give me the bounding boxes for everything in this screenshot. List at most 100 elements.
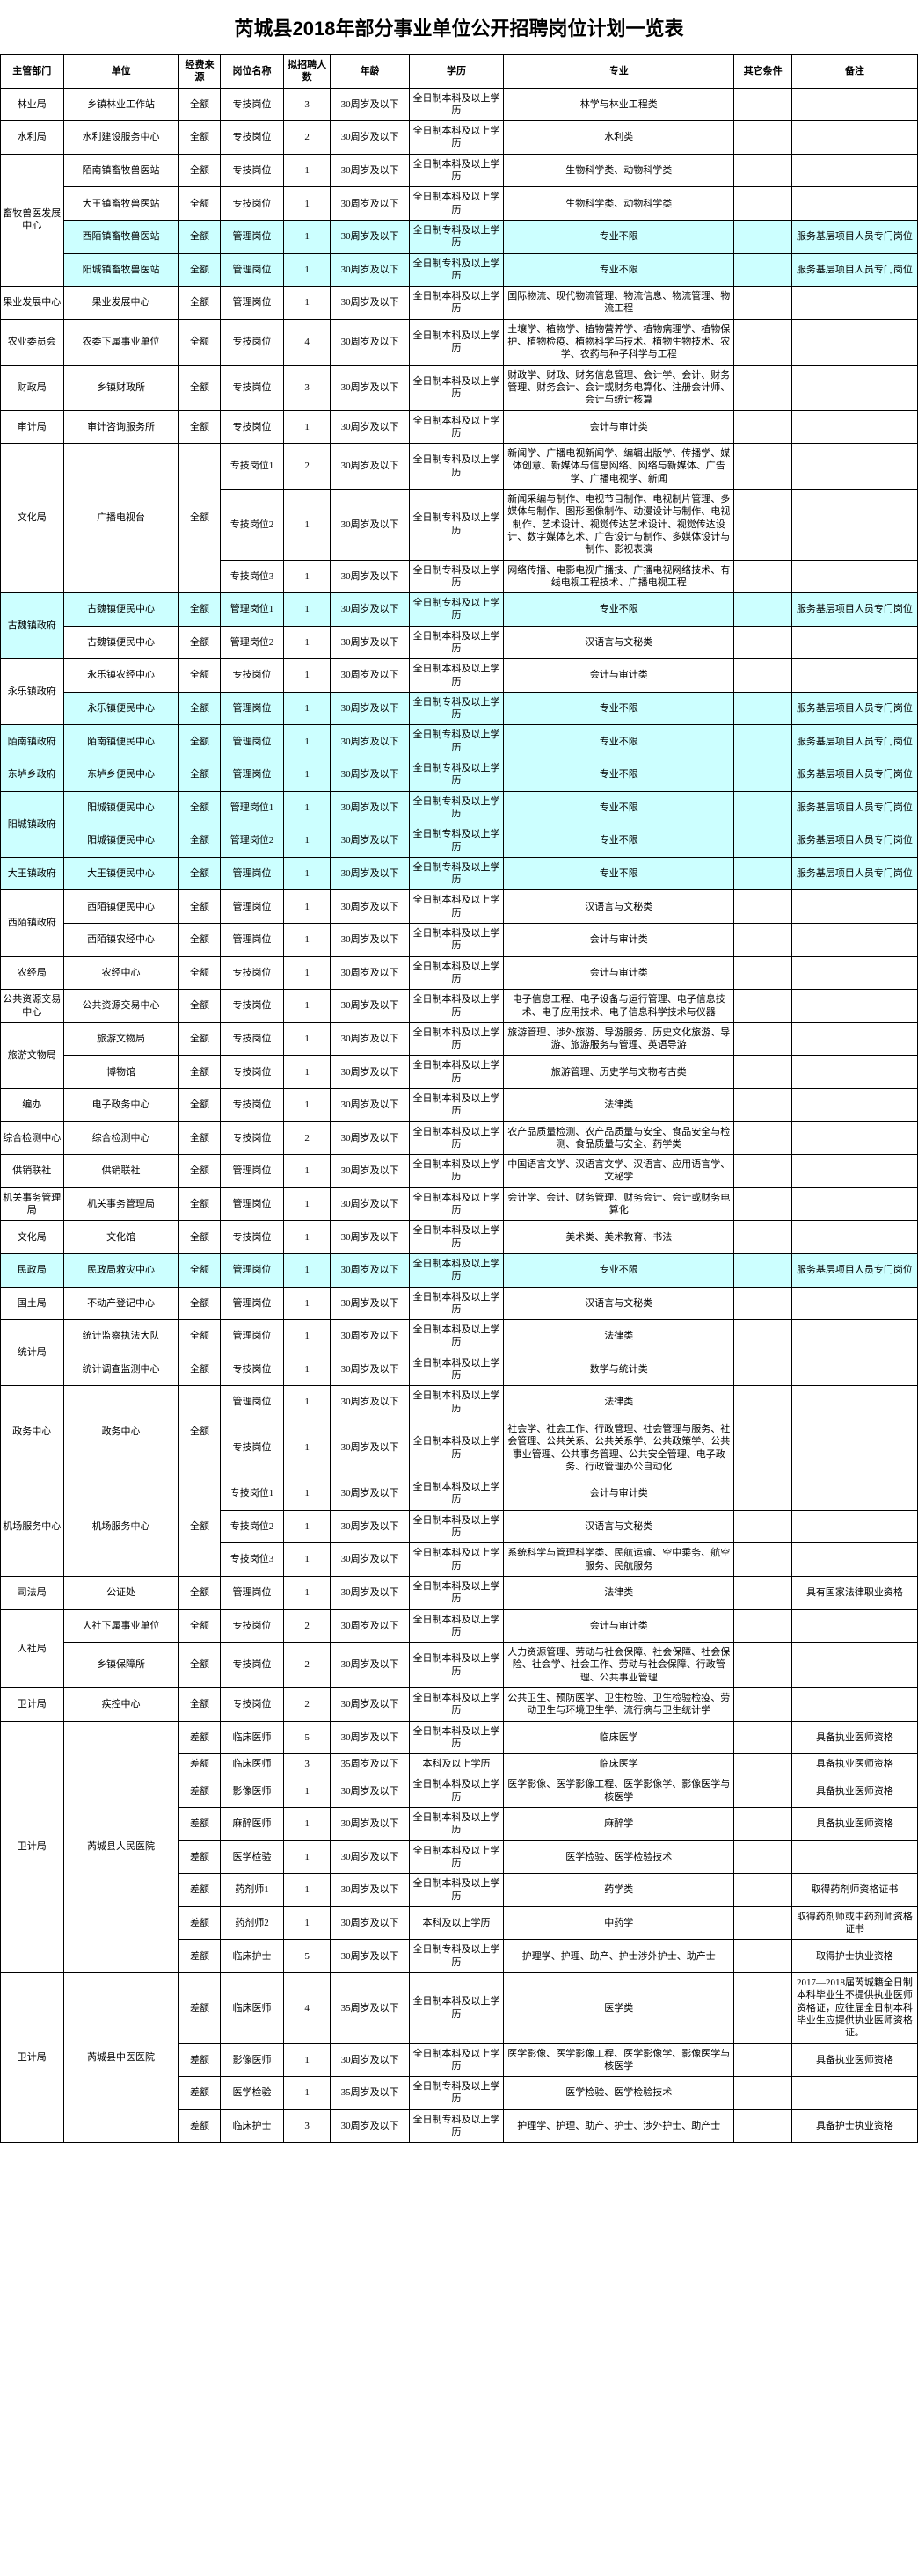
cell: 全额 — [178, 365, 221, 410]
cell — [734, 1353, 792, 1386]
cell — [791, 444, 917, 490]
cell: 30周岁及以下 — [331, 956, 409, 990]
cell: 全日制本科及以上学历 — [409, 1221, 503, 1254]
cell: 全额 — [178, 1253, 221, 1287]
cell: 新闻采编与制作、电视节目制作、电视制片管理、多媒体与制作、图形图像制作、动漫设计… — [504, 490, 734, 560]
cell: 西陌镇便民中心 — [63, 890, 178, 924]
cell: 30周岁及以下 — [331, 1721, 409, 1754]
cell: 具备执业医师资格 — [791, 1774, 917, 1808]
cell: 具有国家法律职业资格 — [791, 1576, 917, 1609]
cell: 东垆乡政府 — [1, 758, 64, 792]
cell — [734, 410, 792, 444]
cell: 30周岁及以下 — [331, 88, 409, 121]
cell: 30周岁及以下 — [331, 1155, 409, 1188]
cell: 1 — [283, 253, 331, 287]
cell: 全日制本科及以上学历 — [409, 2043, 503, 2077]
cell: 财政学、财政、财务信息管理、会计学、会计、财务管理、财务会计、会计或财务电算化、… — [504, 365, 734, 410]
cell: 全额 — [178, 1353, 221, 1386]
cell — [734, 1973, 792, 2043]
cell: 管理岗位 — [221, 857, 284, 890]
cell: 管理岗位 — [221, 1287, 284, 1320]
cell: 30周岁及以下 — [331, 890, 409, 924]
cell: 水利建设服务中心 — [63, 121, 178, 155]
cell — [734, 593, 792, 627]
cell: 专业不限 — [504, 253, 734, 287]
cell — [734, 1056, 792, 1089]
cell: 全日制本科及以上学历 — [409, 1187, 503, 1221]
cell: 专技岗位 — [221, 154, 284, 187]
cell — [734, 692, 792, 725]
table-row: 阳城镇畜牧兽医站全额管理岗位130周岁及以下全日制专科及以上学历专业不限服务基层… — [1, 253, 918, 287]
cell: 全日制专科及以上学历 — [409, 444, 503, 490]
cell: 卫计局 — [1, 1721, 64, 1972]
table-row: 西陌镇农经中心全额管理岗位130周岁及以下全日制本科及以上学历会计与审计类 — [1, 924, 918, 957]
table-row: 政务中心政务中心全额管理岗位130周岁及以下全日制本科及以上学历法律类 — [1, 1386, 918, 1419]
cell: 全额 — [178, 253, 221, 287]
cell: 全额 — [178, 857, 221, 890]
cell — [791, 1221, 917, 1254]
cell — [791, 1419, 917, 1477]
cell: 乡镇财政所 — [63, 365, 178, 410]
cell: 全额 — [178, 1287, 221, 1320]
cell: 人社下属事业单位 — [63, 1609, 178, 1643]
cell — [734, 791, 792, 824]
cell — [791, 1155, 917, 1188]
cell — [734, 1287, 792, 1320]
table-row: 旅游文物局旅游文物局全额专技岗位130周岁及以下全日制本科及以上学历旅游管理、涉… — [1, 1022, 918, 1056]
cell — [791, 1477, 917, 1511]
cell: 35周岁及以下 — [331, 2077, 409, 2110]
cell: 全额 — [178, 1155, 221, 1188]
cell: 卫计局 — [1, 1687, 64, 1721]
cell: 专技岗位 — [221, 410, 284, 444]
cell: 1 — [283, 1022, 331, 1056]
cell — [734, 824, 792, 858]
cell: 全日制专科及以上学历 — [409, 220, 503, 253]
cell: 3 — [283, 2109, 331, 2143]
table-row: 农业委员会农委下属事业单位全额专技岗位430周岁及以下全日制本科及以上学历土壤学… — [1, 319, 918, 365]
cell: 影像医师 — [221, 2043, 284, 2077]
cell: 全日制本科及以上学历 — [409, 1973, 503, 2043]
cell: 全日制专科及以上学历 — [409, 560, 503, 593]
cell: 全日制本科及以上学历 — [409, 154, 503, 187]
cell: 专技岗位 — [221, 1353, 284, 1386]
col-header: 备注 — [791, 55, 917, 89]
cell: 4 — [283, 1973, 331, 2043]
cell: 全额 — [178, 1187, 221, 1221]
cell: 医学检验、医学检验技术 — [504, 1840, 734, 1874]
cell: 会计与审计类 — [504, 659, 734, 693]
table-row: 畜牧兽医发展中心陌南镇畜牧兽医站全额专技岗位130周岁及以下全日制本科及以上学历… — [1, 154, 918, 187]
cell: 全日制专科及以上学历 — [409, 725, 503, 758]
cell: 医学检验 — [221, 2077, 284, 2110]
cell: 人力资源管理、劳动与社会保障、社会保障、社会保险、社会学、社会工作、劳动与社会保… — [504, 1643, 734, 1688]
cell: 乡镇林业工作站 — [63, 88, 178, 121]
cell: 全额 — [178, 444, 221, 593]
cell: 专技岗位3 — [221, 1543, 284, 1577]
cell: 全日制本科及以上学历 — [409, 1687, 503, 1721]
cell — [734, 1906, 792, 1940]
cell: 全额 — [178, 1221, 221, 1254]
cell: 2 — [283, 1121, 331, 1155]
page-title: 芮城县2018年部分事业单位公开招聘岗位计划一览表 — [0, 0, 918, 54]
cell: 水利类 — [504, 121, 734, 155]
cell: 文化馆 — [63, 1221, 178, 1254]
cell: 数学与统计类 — [504, 1353, 734, 1386]
cell: 全日制本科及以上学历 — [409, 187, 503, 221]
cell — [734, 1022, 792, 1056]
cell: 全额 — [178, 956, 221, 990]
cell: 农产品质量检测、农产品质量与安全、食品安全与检测、食品质量与安全、药学类 — [504, 1121, 734, 1155]
cell: 3 — [283, 365, 331, 410]
cell: 30周岁及以下 — [331, 1808, 409, 1841]
cell: 编办 — [1, 1089, 64, 1122]
cell: 管理岗位 — [221, 692, 284, 725]
cell: 人社局 — [1, 1609, 64, 1687]
cell: 专技岗位1 — [221, 444, 284, 490]
cell: 全日制本科及以上学历 — [409, 924, 503, 957]
cell: 阳城镇政府 — [1, 791, 64, 857]
cell: 全额 — [178, 626, 221, 659]
cell: 30周岁及以下 — [331, 1221, 409, 1254]
cell — [791, 626, 917, 659]
cell: 服务基层项目人员专门岗位 — [791, 758, 917, 792]
cell: 全日制本科及以上学历 — [409, 410, 503, 444]
cell: 全额 — [178, 1643, 221, 1688]
cell: 大王镇便民中心 — [63, 857, 178, 890]
